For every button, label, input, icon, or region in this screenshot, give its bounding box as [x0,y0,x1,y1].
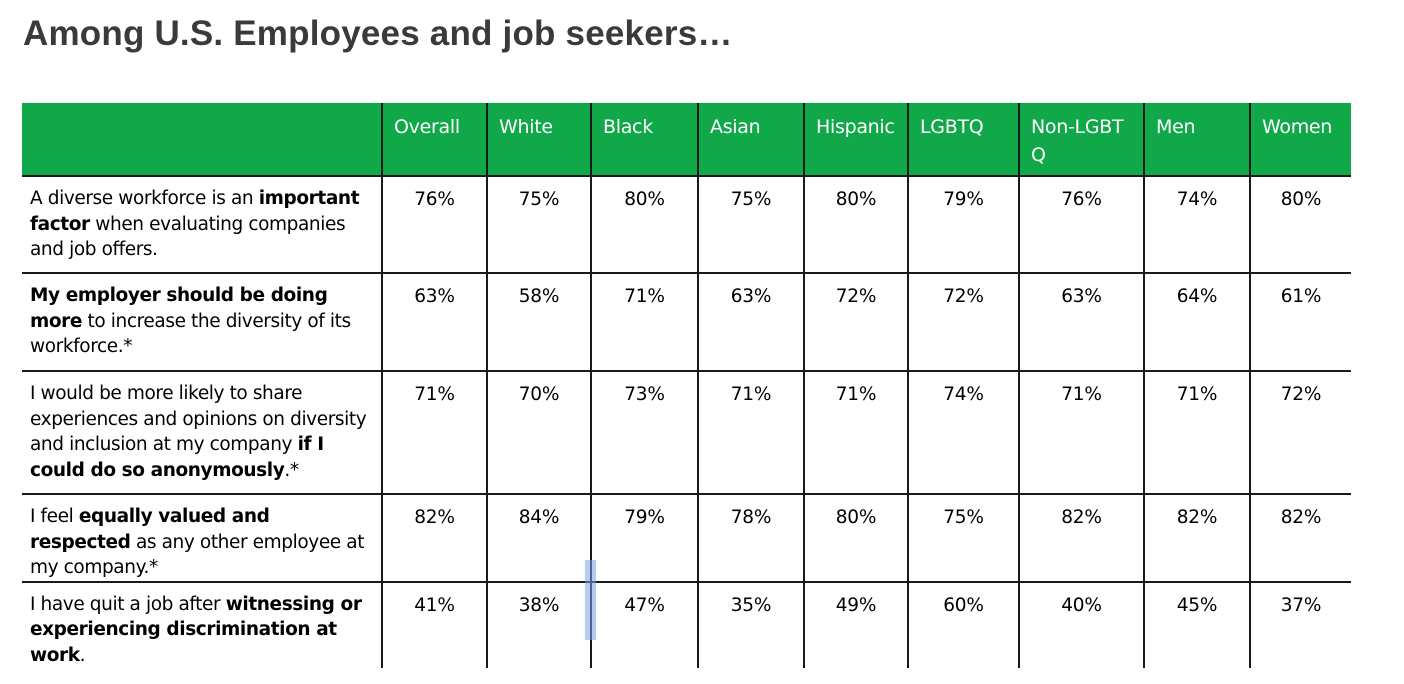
value-cell-hispanic: 71% [803,371,908,495]
statement-cell: My employer should be doing more to incr… [22,273,382,372]
column-header-women: Women [1249,103,1351,177]
column-header-asian: Asian [697,103,804,177]
value-cell-men: 64% [1143,273,1250,372]
statement-text: I would be more likely to share experien… [30,383,367,455]
value-cell-overall: 82% [381,494,487,583]
value-cell-non-lgbtq: 63% [1018,273,1144,372]
value-cell-lgbtq: 60% [907,581,1019,668]
value-cell-hispanic: 80% [803,176,908,274]
value-cell-non-lgbtq: 76% [1018,176,1144,274]
page-title: Among U.S. Employees and job seekers… [23,14,733,53]
table-row: My employer should be doing more to incr… [22,273,1351,372]
column-header-men: Men [1143,103,1250,177]
value-cell-overall: 71% [381,371,487,495]
statement-emphasis: witnessing or experiencing discriminatio… [30,593,362,666]
statement-emphasis: My employer should be doing more [30,285,328,332]
value-cell-women: 82% [1249,494,1351,583]
statement-text: I feel [30,506,79,527]
statement-emphasis: important factor [30,188,360,235]
value-cell-black: 73% [590,371,698,495]
value-cell-non-lgbtq: 40% [1018,581,1144,668]
value-cell-white: 70% [486,371,591,495]
header-corner-cell [22,103,382,177]
value-cell-white: 75% [486,176,591,274]
statement-cell: I have quit a job after witnessing or ex… [22,582,382,669]
value-cell-overall: 63% [381,273,487,372]
value-cell-white: 38% [486,581,591,668]
statement-emphasis: equally valued and respected [30,506,270,553]
value-cell-men: 82% [1143,494,1250,583]
value-cell-black: 79% [590,494,698,583]
text-cursor-highlight [585,560,596,640]
value-cell-asian: 78% [697,494,804,583]
value-cell-black: 47% [590,581,698,668]
value-cell-hispanic: 72% [803,273,908,372]
value-cell-asian: 63% [697,273,804,372]
value-cell-hispanic: 49% [803,581,908,668]
table-row: I would be more likely to share experien… [22,371,1351,495]
statement-text: .* [284,459,299,481]
table-row: I have quit a job after witnessing or ex… [22,581,1351,669]
statement-text: as any other employee at my company.* [30,531,365,579]
table-row: I feel equally valued and respected as a… [22,494,1351,583]
statement-text: when evaluating companies and job offers… [30,213,346,261]
statement-cell: I would be more likely to share experien… [22,371,382,495]
value-cell-non-lgbtq: 71% [1018,371,1144,495]
statement-text: . [79,644,86,666]
statement-emphasis: if I could do so anonymously [30,434,324,481]
column-header-hispanic: Hispanic [803,103,908,177]
value-cell-white: 84% [486,494,591,583]
column-header-black: Black [590,103,698,177]
value-cell-non-lgbtq: 82% [1018,494,1144,583]
value-cell-asian: 71% [697,371,804,495]
value-cell-white: 58% [486,273,591,372]
column-header-white: White [486,103,591,177]
survey-results-table: Overall White Black Asian Hispanic LGBTQ… [22,103,1351,668]
value-cell-asian: 75% [697,176,804,274]
value-cell-women: 72% [1249,371,1351,495]
statement-cell: A diverse workforce is an important fact… [22,176,382,274]
value-cell-women: 37% [1249,581,1351,668]
value-cell-overall: 76% [381,176,487,274]
value-cell-lgbtq: 75% [907,494,1019,583]
value-cell-men: 71% [1143,371,1250,495]
column-header-overall: Overall [381,103,487,177]
value-cell-lgbtq: 74% [907,371,1019,495]
value-cell-lgbtq: 79% [907,176,1019,274]
value-cell-asian: 35% [697,581,804,668]
statement-text: A diverse workforce is an [30,188,259,209]
value-cell-overall: 41% [381,581,487,668]
table-row: A diverse workforce is an important fact… [22,176,1351,274]
statement-cell: I feel equally valued and respected as a… [22,494,382,583]
value-cell-black: 80% [590,176,698,274]
value-cell-hispanic: 80% [803,494,908,583]
value-cell-lgbtq: 72% [907,273,1019,372]
value-cell-black: 71% [590,273,698,372]
table-header-row: Overall White Black Asian Hispanic LGBTQ… [22,103,1351,177]
value-cell-women: 61% [1249,273,1351,372]
statement-text: to increase the diversity of its workfor… [30,310,351,358]
value-cell-women: 80% [1249,176,1351,274]
column-header-non-lgbtq: Non-LGBTQ [1018,103,1144,177]
statement-text: I have quit a job after [30,593,226,615]
value-cell-men: 74% [1143,176,1250,274]
value-cell-men: 45% [1143,581,1250,668]
column-header-lgbtq: LGBTQ [907,103,1019,177]
